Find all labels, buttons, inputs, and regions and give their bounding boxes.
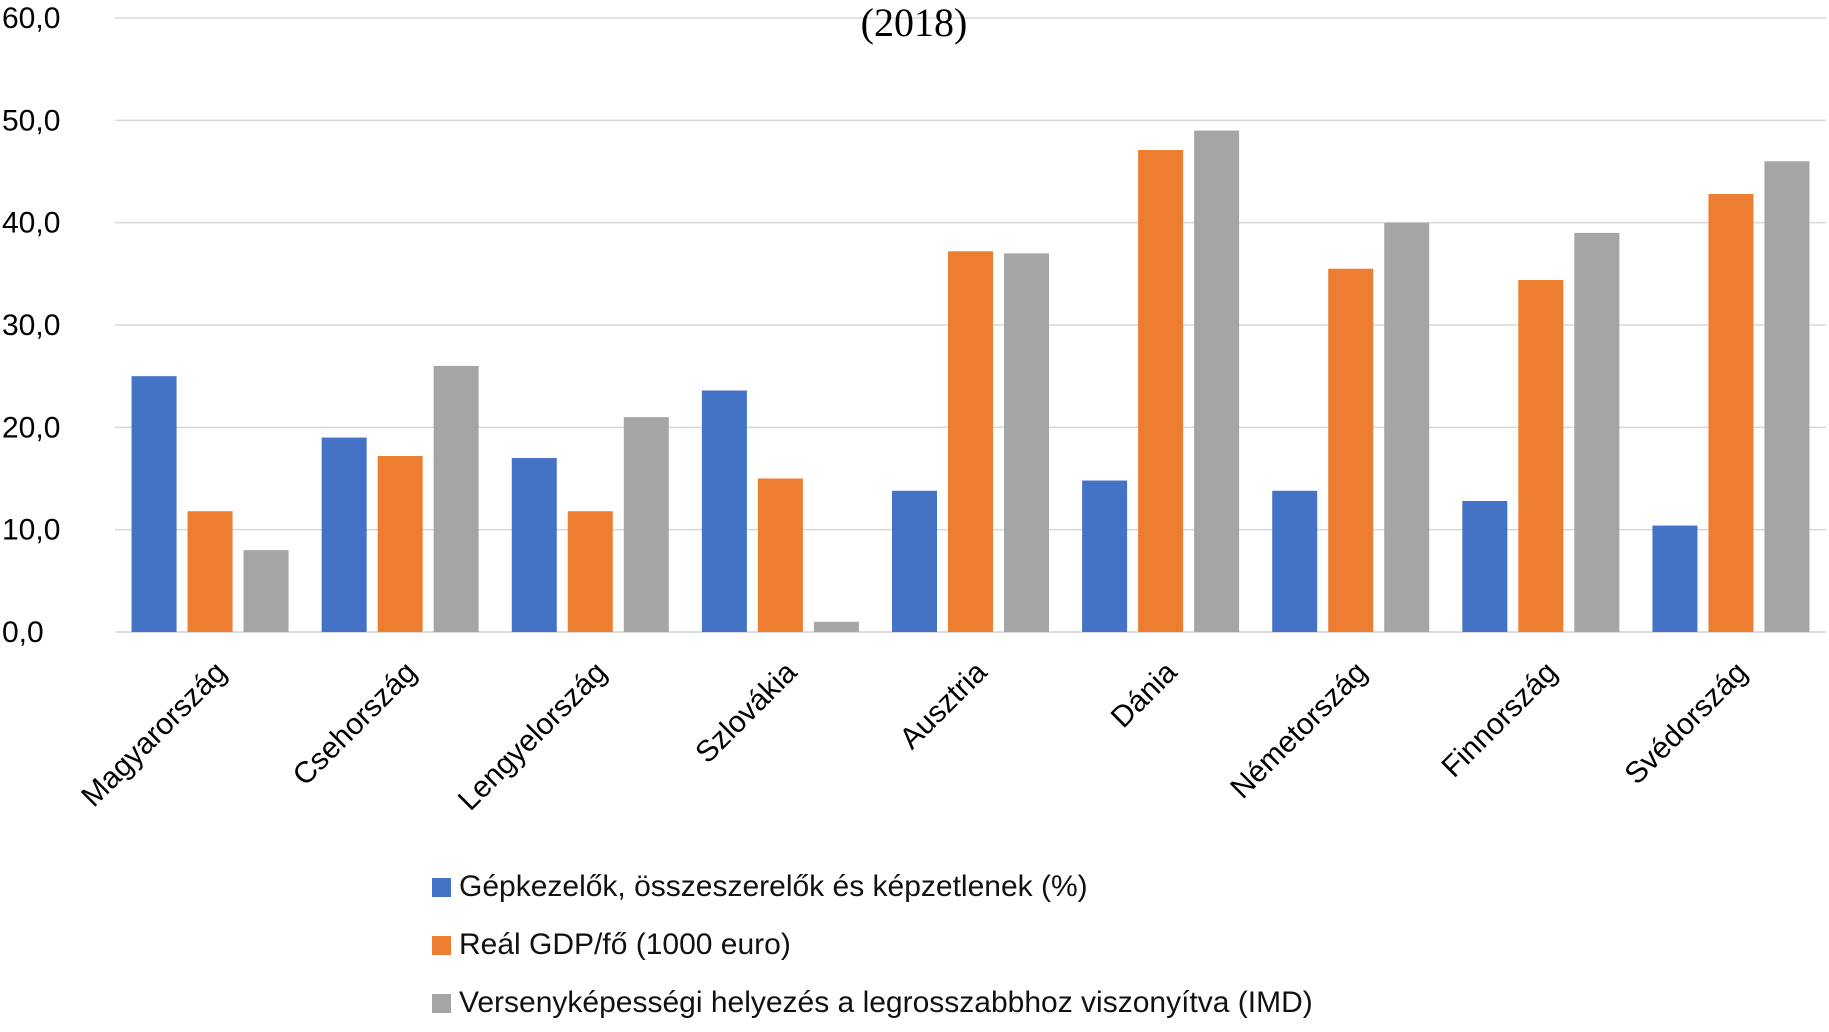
bar — [701, 390, 747, 632]
bar — [567, 511, 613, 632]
legend-swatch — [432, 993, 451, 1013]
legend-item: Reál GDP/fő (1000 euro) — [432, 916, 1313, 974]
x-tick-label: Ausztria — [893, 655, 993, 755]
bar — [433, 365, 479, 632]
bar — [377, 455, 423, 632]
bar — [1138, 150, 1184, 632]
legend-swatch — [432, 935, 451, 955]
bar — [1004, 253, 1049, 632]
bar — [1462, 501, 1508, 632]
x-tick-label: Szlovákia — [689, 655, 803, 769]
y-tick-label: 0,0 — [2, 616, 44, 649]
legend-label: Gépkezelők, összeszerelők és képzetlenek… — [459, 870, 1088, 903]
bars — [131, 130, 1810, 633]
bar — [1574, 232, 1620, 632]
bar — [1764, 161, 1810, 632]
y-tick-label: 30,0 — [2, 309, 60, 342]
y-axis-ticks: 0,0 10,0 20,0 30,0 40,0 50,0 60,0 — [2, 2, 60, 649]
bar — [892, 490, 937, 632]
bar — [623, 417, 669, 632]
legend: Gépkezelők, összeszerelők és képzetlenek… — [432, 858, 1313, 1032]
bar — [1708, 194, 1754, 632]
bar — [187, 511, 233, 632]
bar — [1652, 525, 1698, 632]
y-tick-label: 60,0 — [2, 2, 60, 35]
legend-label: Reál GDP/fő (1000 euro) — [459, 928, 791, 961]
bar — [1082, 480, 1128, 632]
y-tick-label: 20,0 — [2, 411, 60, 444]
x-tick-label: Magyarország — [75, 656, 233, 814]
legend-item: Versenyképességi helyezés a legrosszabbh… — [432, 974, 1313, 1032]
bar — [321, 437, 367, 632]
x-tick-label: Németország — [1224, 656, 1373, 805]
legend-label: Versenyképességi helyezés a legrosszabbh… — [459, 986, 1313, 1019]
x-tick-label: Lengyelország — [452, 656, 613, 817]
legend-item: Gépkezelők, összeszerelők és képzetlenek… — [432, 858, 1313, 916]
bar — [757, 478, 803, 632]
bar — [1384, 222, 1430, 632]
chart-title: (2018) — [861, 0, 968, 45]
bar — [243, 550, 289, 632]
x-axis-ticks: Magyarország Csehország Lengyelország Szlov… — [75, 655, 1754, 817]
bar — [1518, 279, 1564, 632]
bar — [948, 251, 993, 632]
bar — [1328, 268, 1374, 632]
x-tick-label: Svédország — [1619, 656, 1754, 791]
x-tick-label: Csehország — [287, 656, 424, 793]
bar — [511, 458, 557, 632]
x-tick-label: Finnország — [1436, 656, 1564, 784]
bar — [1194, 130, 1240, 633]
x-tick-label: Dánia — [1105, 655, 1184, 734]
bar — [131, 376, 177, 632]
bar — [1272, 490, 1318, 632]
legend-swatch — [432, 877, 451, 897]
y-tick-label: 50,0 — [2, 104, 60, 137]
y-tick-label: 10,0 — [2, 514, 60, 547]
bar — [813, 621, 859, 632]
y-tick-label: 40,0 — [2, 207, 60, 240]
